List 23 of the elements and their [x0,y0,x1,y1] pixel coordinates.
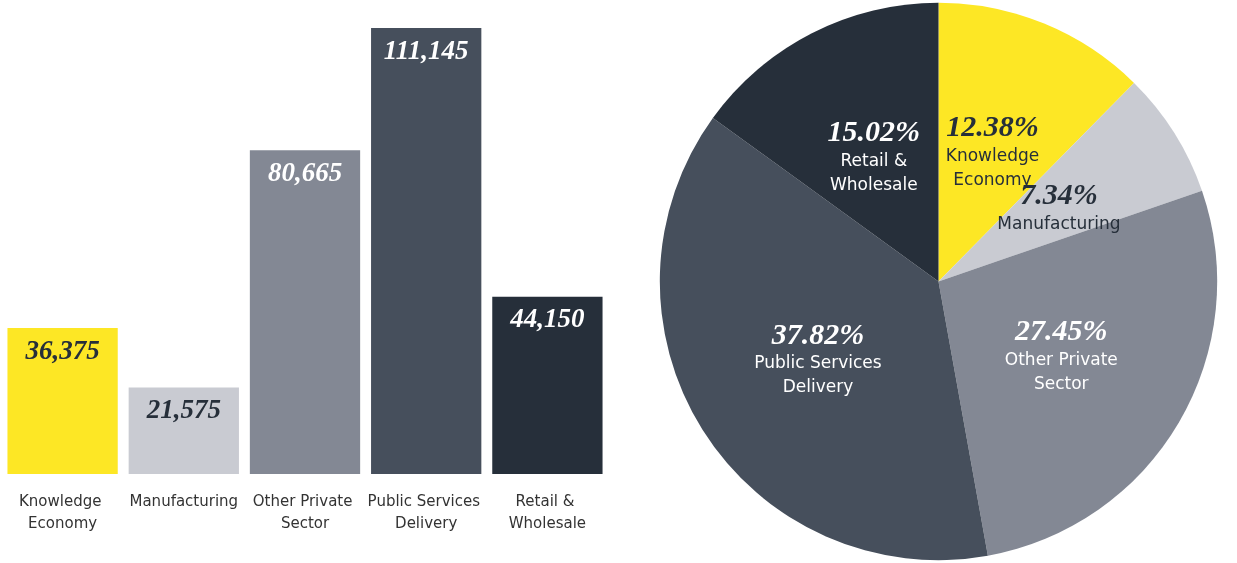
data-label: 15.02% [827,114,921,148]
slice-label: Public Services Delivery [754,352,882,397]
data-label: 12.38% [946,109,1039,143]
data-label: 21,575 [145,393,221,424]
data-label: 27.45% [1014,313,1108,347]
x-tick-label: Retail & Wholesale [508,492,587,532]
data-label: 44,150 [509,303,586,334]
data-label: 37.82% [770,316,865,350]
x-tick-label: Knowledge Economy [18,492,107,532]
bar [249,150,361,474]
x-tick-label: Manufacturing [129,492,239,510]
slice-label: Other Private Sector [1004,348,1118,393]
bar [128,387,239,474]
bar [7,328,118,474]
data-label: 36,375 [24,334,100,365]
slice-label: Manufacturing [997,212,1121,233]
x-tick-label: Public Services Delivery [367,492,485,532]
x-tick-label: Other Private Sector [252,492,358,532]
data-label: 80,665 [267,156,343,187]
bar [492,296,603,474]
data-label: 111,145 [383,34,469,65]
slice-label: Retail & Wholesale [829,149,918,194]
bar [371,28,482,474]
